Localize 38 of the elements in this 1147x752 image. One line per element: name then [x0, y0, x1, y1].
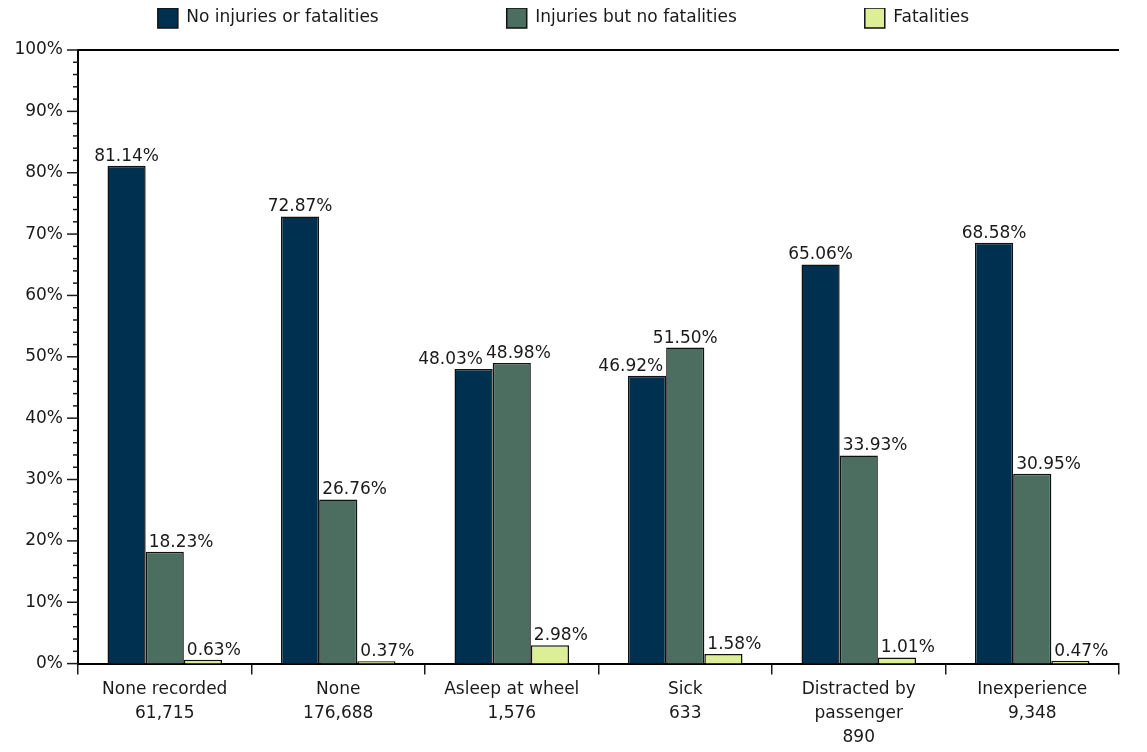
data-label: 72.87%	[267, 195, 333, 216]
data-label: 26.76%	[322, 478, 387, 499]
data-label: 0.63%	[186, 638, 241, 659]
y-tick-label: 100%	[14, 38, 63, 59]
y-tick-label: 0%	[36, 652, 63, 673]
data-label: 33.93%	[842, 434, 908, 455]
data-label: 51.50%	[652, 326, 718, 347]
x-tick-label: Asleep at wheel 1,576	[444, 677, 580, 722]
data-label: 1.58%	[707, 632, 762, 653]
data-label: 48.98%	[486, 342, 551, 363]
y-tick-label: 90%	[25, 99, 63, 120]
x-tick-label: Inexperience 9,348	[977, 677, 1088, 722]
y-tick-label: 40%	[25, 406, 63, 427]
data-label: 0.37%	[360, 640, 415, 661]
y-tick-label: 60%	[25, 283, 63, 304]
x-tick-label: Distracted by passenger 890	[801, 677, 916, 746]
data-label: 2.98%	[533, 624, 588, 645]
legend-label: Fatalities	[893, 6, 970, 27]
data-label: 65.06%	[788, 243, 853, 264]
legend-label: Injuries but no fatalities	[535, 6, 737, 27]
y-tick-label: 30%	[25, 467, 63, 488]
x-tick-label: None 176,688	[303, 677, 374, 722]
y-tick-label: 70%	[25, 222, 63, 243]
data-label: 46.92%	[598, 354, 664, 375]
y-tick-label: 50%	[25, 345, 63, 366]
data-label: 68.58%	[961, 221, 1027, 242]
data-label: 30.95%	[1016, 452, 1081, 473]
x-tick-label: Sick 633	[667, 677, 703, 722]
y-tick-label: 10%	[25, 590, 63, 611]
data-label: 0.47%	[1054, 639, 1109, 660]
y-tick-label: 20%	[25, 529, 63, 550]
y-tick-label: 80%	[25, 161, 63, 182]
data-label: 1.01%	[880, 636, 935, 657]
data-label: 48.03%	[418, 347, 484, 368]
data-label: 18.23%	[148, 530, 214, 551]
x-tick-label: None recorded 61,715	[102, 677, 228, 722]
legend-label: No injuries or fatalities	[186, 6, 379, 27]
data-label: 81.14%	[94, 144, 159, 165]
